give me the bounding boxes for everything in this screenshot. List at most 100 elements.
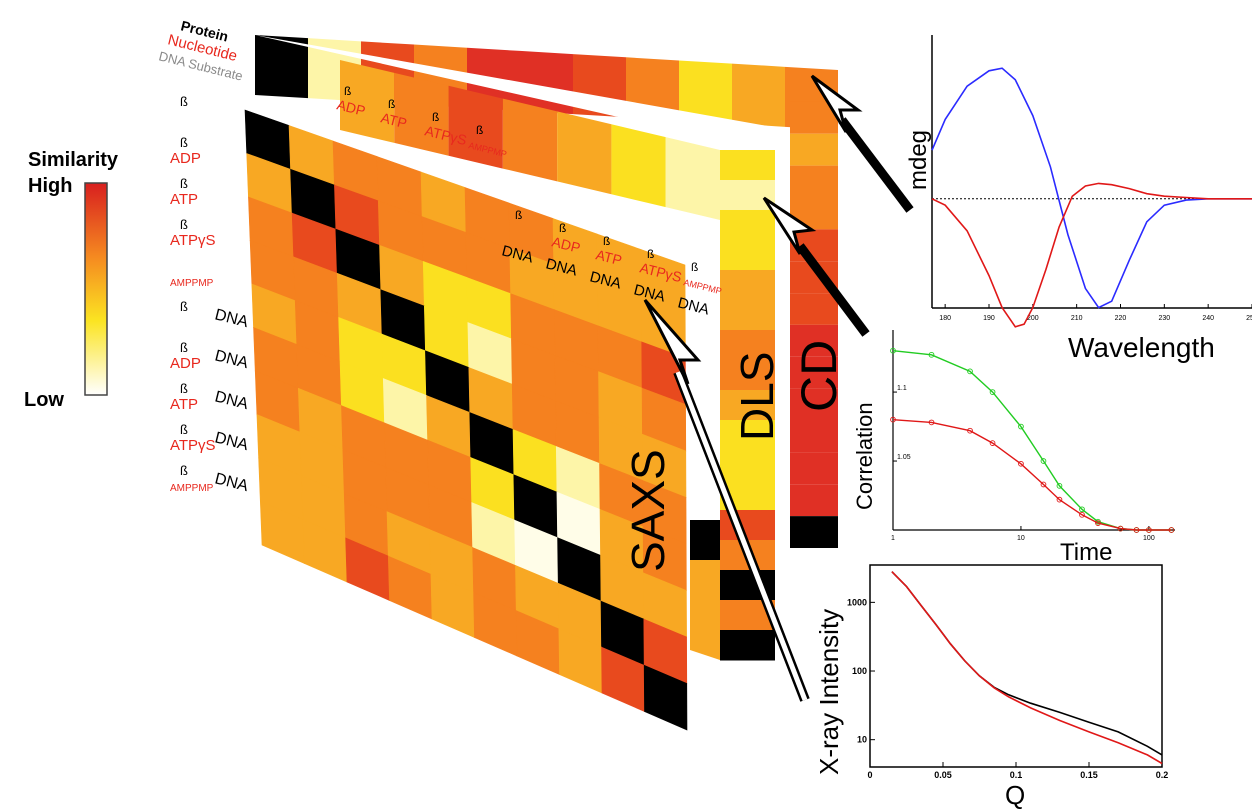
dls-point: [1056, 483, 1063, 489]
cd-cell: [790, 293, 838, 325]
dls-x-tick-label: 100: [1143, 535, 1155, 542]
dls-cell: [720, 390, 775, 421]
dls-edge-cell: [690, 560, 720, 660]
dls-header-cell: [665, 137, 720, 220]
cd-series-blue: [931, 67, 1252, 309]
dls-point: [967, 427, 973, 434]
saxs-plot: 0 0.05 0.1 0.15 0.2 1000 100 10 X-ray Intensity Q: [814, 564, 1169, 810]
dls-x-tick-label: 1: [891, 535, 895, 542]
row-label-beta: ß: [180, 135, 188, 150]
cd-x-tick-label: 240: [1202, 315, 1214, 322]
dls-header-cell: [394, 72, 449, 156]
cd-x-tick-label: 200: [1027, 315, 1039, 322]
column-label-nucleotide: ATP: [594, 246, 623, 268]
saxs-y-label: X-ray Intensity: [814, 609, 844, 775]
saxs-y-tick-label: 10: [857, 735, 867, 745]
dls-point: [1040, 458, 1047, 464]
cd-x-tick-label: 210: [1071, 315, 1083, 322]
cd-x-tick-label: 250: [1246, 315, 1252, 322]
column-label-beta: ß: [432, 110, 439, 124]
dls-point: [989, 389, 996, 395]
dls-point: [1079, 511, 1085, 518]
cd-x-tick-label: 190: [983, 315, 995, 322]
cd-x-label: Wavelength: [1068, 332, 1215, 363]
dls-header-cell: [502, 98, 558, 182]
column-label: ß: [300, 71, 307, 85]
dls-y-label: Correlation: [852, 402, 877, 510]
saxs-x-tick-label: 0.2: [1156, 770, 1169, 780]
column-label-beta: ß: [388, 97, 395, 111]
dls-cell: [720, 300, 775, 331]
legend-high-label: High: [28, 175, 72, 197]
dls-point: [1079, 506, 1085, 513]
column-label-nucleotide: ADP: [550, 233, 582, 255]
dls-point: [1133, 527, 1140, 533]
dls-x-label: Time: [1060, 539, 1112, 566]
saxs-x-label: Q: [1005, 780, 1025, 810]
cd-x-tick-label: 180: [939, 315, 951, 322]
column-label-nucleotide: ATP: [379, 109, 408, 131]
dls-cell: [720, 150, 775, 181]
dls-header-cell: [611, 124, 666, 208]
column-label-beta: ß: [603, 234, 610, 248]
row-label: ß AMPPMP DNA: [170, 463, 250, 495]
row-label-nucleotide: ADP: [170, 355, 201, 372]
dls-series-green: [892, 350, 1172, 531]
cd-header-cell: [732, 63, 785, 127]
cd-plot: 180 190 200 210 220 230 240 250 mdeg Wavelength: [905, 35, 1252, 363]
dls-point: [1146, 527, 1152, 533]
dls-cell: [720, 180, 775, 211]
column-label-beta: ß: [476, 123, 483, 137]
column-label-beta: ß: [344, 84, 351, 98]
saxs-y-tick-label: 100: [852, 666, 867, 676]
similarity-legend: Similarity High Low: [24, 149, 119, 411]
dls-point: [890, 416, 896, 423]
row-label-beta: ß: [180, 94, 188, 109]
cd-cell: [790, 197, 838, 230]
cd-cell: [790, 324, 838, 357]
legend-title: Similarity: [28, 149, 119, 171]
dls-edge-cell: [690, 520, 720, 560]
cd-cell: [790, 484, 838, 517]
dls-x-tick-label: 10: [1017, 535, 1025, 542]
dls-point: [1040, 481, 1047, 488]
row-label: AMPPMP: [170, 278, 214, 289]
dls-point: [1168, 527, 1175, 533]
cd-x-tick-label: 220: [1115, 315, 1127, 322]
saxs-y-tick-label: 1000: [847, 597, 867, 607]
arrows: [643, 74, 914, 702]
row-label: ß DNA: [180, 299, 250, 331]
row-label-beta: ß: [180, 340, 188, 355]
cd-header-cell: [679, 60, 732, 124]
saxs-series-red: [891, 571, 1163, 765]
column-label-beta: ß: [559, 221, 566, 235]
legend-gradient-bar: [84, 182, 108, 396]
row-label-dna: DNA: [213, 347, 250, 372]
cd-panel-label: CD: [791, 340, 847, 412]
row-label-nucleotide: ATP: [170, 191, 198, 208]
cd-cell: [790, 101, 838, 134]
dls-point: [890, 347, 896, 354]
cd-cell: [790, 420, 838, 453]
row-label-nucleotide: ATPγS: [170, 232, 216, 249]
cd-cell: [790, 516, 838, 548]
dls-y-tick-label: 1.1: [897, 385, 907, 392]
dls-cell: [720, 450, 775, 481]
saxs-x-tick-label: 0: [867, 770, 872, 780]
dls-point: [989, 440, 996, 446]
row-label-beta: ß: [180, 381, 188, 396]
cd-arrow: [810, 74, 914, 213]
dls-panel: [340, 60, 775, 661]
dls-cell: [720, 360, 775, 391]
cd-series-red: [931, 182, 1252, 328]
dls-panel-label: DLS: [731, 352, 783, 441]
row-label-nucleotide: AMPPMP: [170, 483, 214, 494]
dls-point: [967, 368, 973, 375]
